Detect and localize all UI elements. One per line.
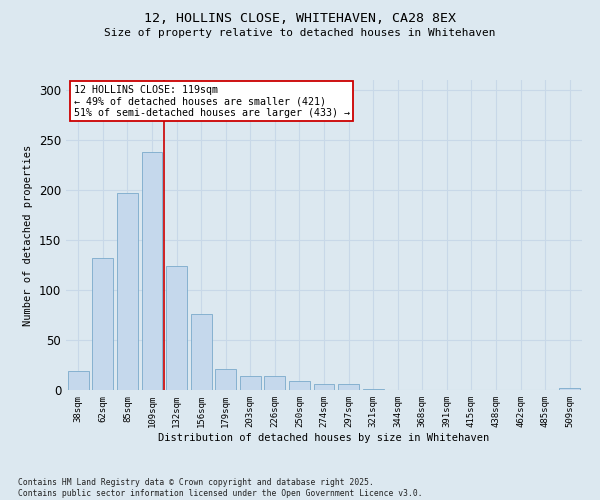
Y-axis label: Number of detached properties: Number of detached properties [23,144,34,326]
Text: Size of property relative to detached houses in Whitehaven: Size of property relative to detached ho… [104,28,496,38]
X-axis label: Distribution of detached houses by size in Whitehaven: Distribution of detached houses by size … [158,432,490,442]
Bar [265,376,286,390]
Bar [191,314,212,390]
Bar [289,381,310,390]
Bar [314,384,334,390]
Bar [166,266,187,390]
Text: 12 HOLLINS CLOSE: 119sqm
← 49% of detached houses are smaller (421)
51% of semi-: 12 HOLLINS CLOSE: 119sqm ← 49% of detach… [74,84,350,118]
Text: Contains HM Land Registry data © Crown copyright and database right 2025.
Contai: Contains HM Land Registry data © Crown c… [18,478,422,498]
Bar [240,376,261,390]
Bar [362,389,383,390]
Bar [338,384,359,390]
Bar [142,152,163,390]
Bar [68,371,89,390]
Bar [117,193,138,390]
Bar [559,388,580,390]
Bar [92,258,113,390]
Bar [215,369,236,390]
Text: 12, HOLLINS CLOSE, WHITEHAVEN, CA28 8EX: 12, HOLLINS CLOSE, WHITEHAVEN, CA28 8EX [144,12,456,26]
